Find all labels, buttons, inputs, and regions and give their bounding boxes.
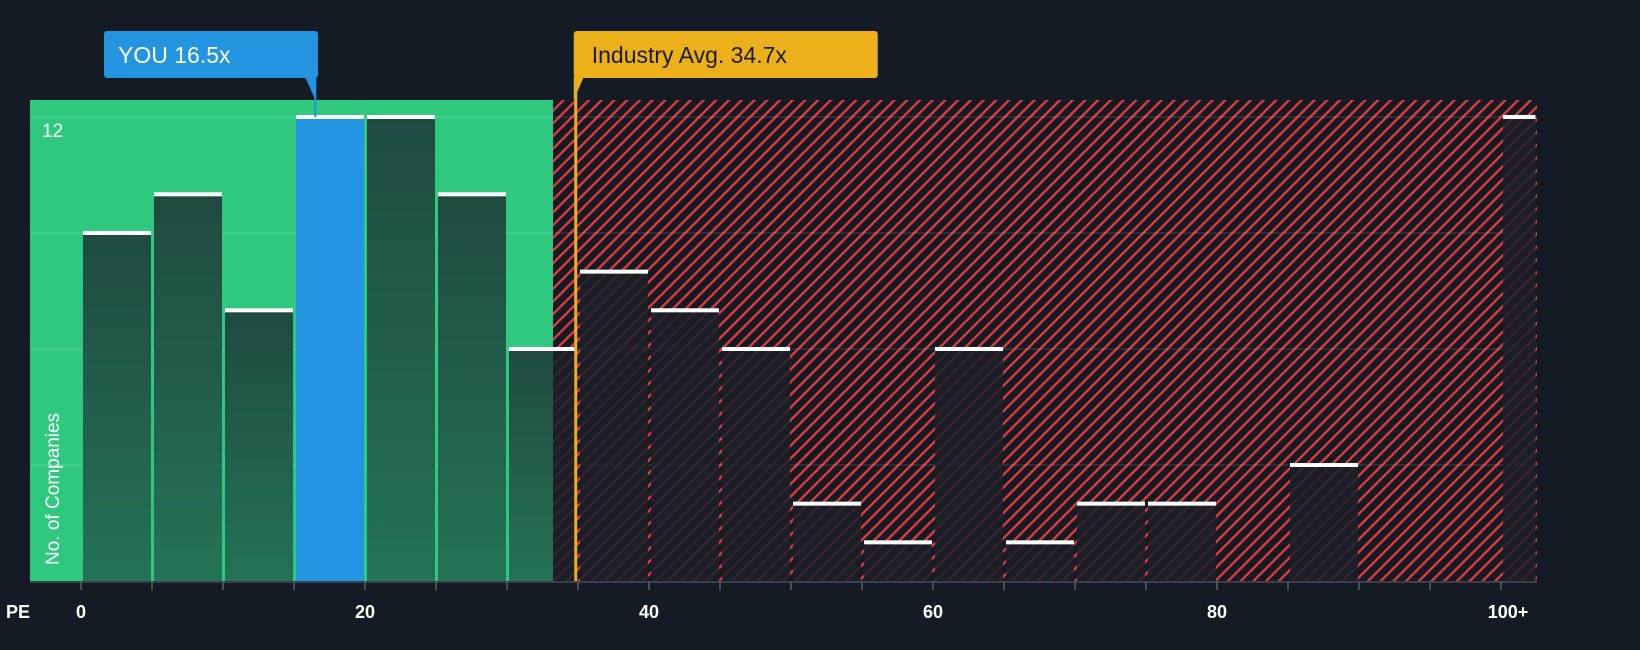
bar-cap-10 (225, 308, 293, 313)
bar-cap-60 (935, 346, 1003, 351)
you-label: YOU 16.5x (118, 42, 231, 68)
bar-35 (580, 271, 648, 581)
bar-75 (1148, 503, 1216, 581)
bar-65 (1006, 542, 1074, 581)
industry-label-pointer (573, 77, 584, 100)
bar-60 (935, 348, 1003, 581)
bar-25 (438, 194, 506, 582)
x-tick-label-100: 100+ (1488, 602, 1529, 622)
x-tick-label-20: 20 (355, 602, 375, 622)
bar-cap-45 (722, 346, 790, 351)
bar-cap-25 (438, 192, 506, 197)
bar-cap-40 (651, 308, 719, 313)
bar-cap-15 (296, 114, 364, 119)
bar-15 (296, 116, 364, 582)
y-tick-label-12: 12 (42, 121, 63, 142)
y-axis-label: No. of Companies (43, 413, 64, 565)
bar-cap-65 (1006, 540, 1074, 545)
bar-cap-35 (580, 269, 648, 274)
you-label-box (104, 31, 318, 78)
bar-0 (83, 232, 151, 581)
x-tick-label-80: 80 (1207, 602, 1227, 622)
x-tick-label-60: 60 (923, 602, 943, 622)
bar-45 (722, 348, 790, 581)
x-tick-label-0: 0 (76, 602, 86, 622)
bar-cap-0 (83, 230, 151, 235)
bar-cap-55 (864, 540, 932, 545)
bar-70 (1077, 503, 1145, 581)
bar-85 (1290, 464, 1358, 581)
bar-cap-70 (1077, 501, 1145, 506)
bar-5 (154, 194, 222, 582)
bar-20 (367, 116, 435, 582)
bar-10 (225, 310, 293, 581)
you-label-pointer (305, 77, 316, 100)
x-axis-label: PE (6, 602, 30, 622)
bar-cap-20 (367, 114, 435, 119)
industry-label-box (573, 31, 878, 78)
bar-cap-85 (1290, 462, 1358, 467)
bar-30-overflow (553, 348, 577, 581)
bar-40 (651, 310, 719, 581)
industry-label: Industry Avg. 34.7x (592, 42, 788, 68)
bar-30 (509, 348, 553, 581)
x-tick-label-40: 40 (639, 602, 659, 622)
bar-cap-75 (1148, 501, 1216, 506)
bar-cap-100 (1503, 114, 1536, 119)
bar-cap-50 (793, 501, 861, 506)
bar-100 (1503, 116, 1536, 582)
bar-50 (793, 503, 861, 581)
bar-cap-5 (154, 192, 222, 197)
bar-cap-30 (509, 346, 577, 351)
bar-55 (864, 542, 932, 581)
